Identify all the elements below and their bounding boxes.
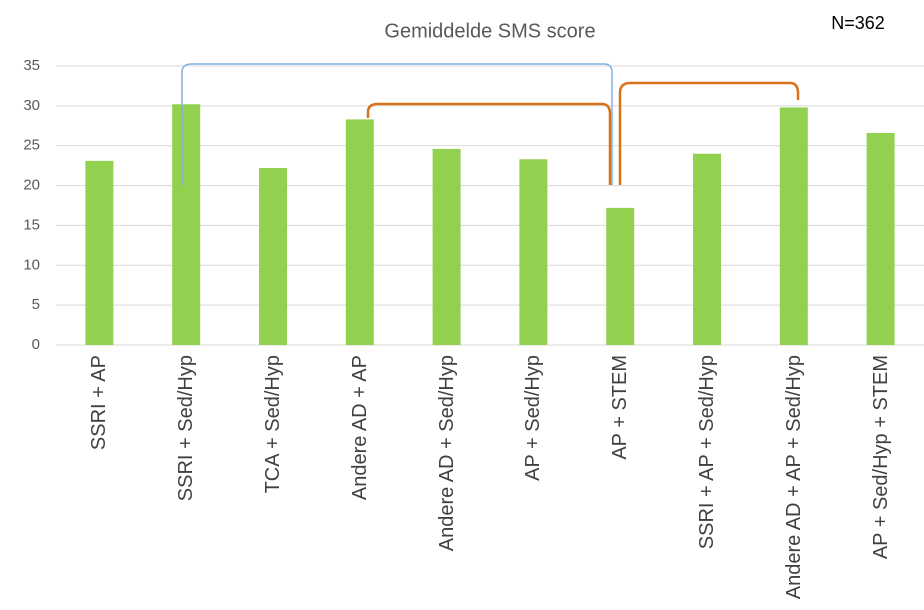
bar (866, 132, 895, 345)
x-tick-label: SSRI + AP + Sed/Hyp (696, 355, 718, 550)
bar (519, 159, 548, 345)
bar (345, 119, 374, 345)
x-tick-label: AP + Sed/Hyp + STEM (869, 355, 892, 560)
chart-title: Gemiddelde SMS score (384, 20, 595, 42)
bars (85, 104, 895, 346)
y-tick-label: 15 (23, 216, 40, 233)
bar (85, 160, 114, 345)
x-tick-label: Andere AD + AP + Sed/Hyp (782, 355, 805, 600)
y-tick-label: 5 (32, 296, 40, 313)
x-tick-label: SSRI + AP (88, 355, 111, 451)
y-tick-label: 10 (23, 256, 40, 273)
comparison-bracket (366, 102, 612, 185)
x-tick-label: AP + Sed/Hyp (522, 355, 545, 481)
y-tick-label: 20 (23, 177, 40, 194)
y-tick-label: 30 (23, 97, 40, 114)
bar (432, 148, 461, 345)
bar (259, 168, 287, 345)
y-tick-label: 35 (23, 57, 40, 74)
grid (56, 65, 924, 346)
x-tick-label: AP + STEM (609, 355, 632, 460)
x-tick-label: SSRI + Sed/Hyp (175, 355, 198, 502)
x-tick-label: Andere AD + Sed/Hyp (435, 355, 458, 552)
x-tick-label: TCA + Sed/Hyp (262, 355, 284, 494)
bar (172, 104, 201, 346)
x-tick-label: Andere AD + AP (348, 355, 371, 501)
comparison-bracket (181, 63, 613, 185)
comparison-bracket (618, 81, 800, 185)
bar (606, 207, 635, 345)
y-tick-label: 25 (23, 137, 40, 154)
bar (779, 107, 808, 345)
y-tick-label: 0 (32, 336, 40, 353)
bar (693, 153, 721, 345)
annotation: N=362 (831, 13, 885, 33)
